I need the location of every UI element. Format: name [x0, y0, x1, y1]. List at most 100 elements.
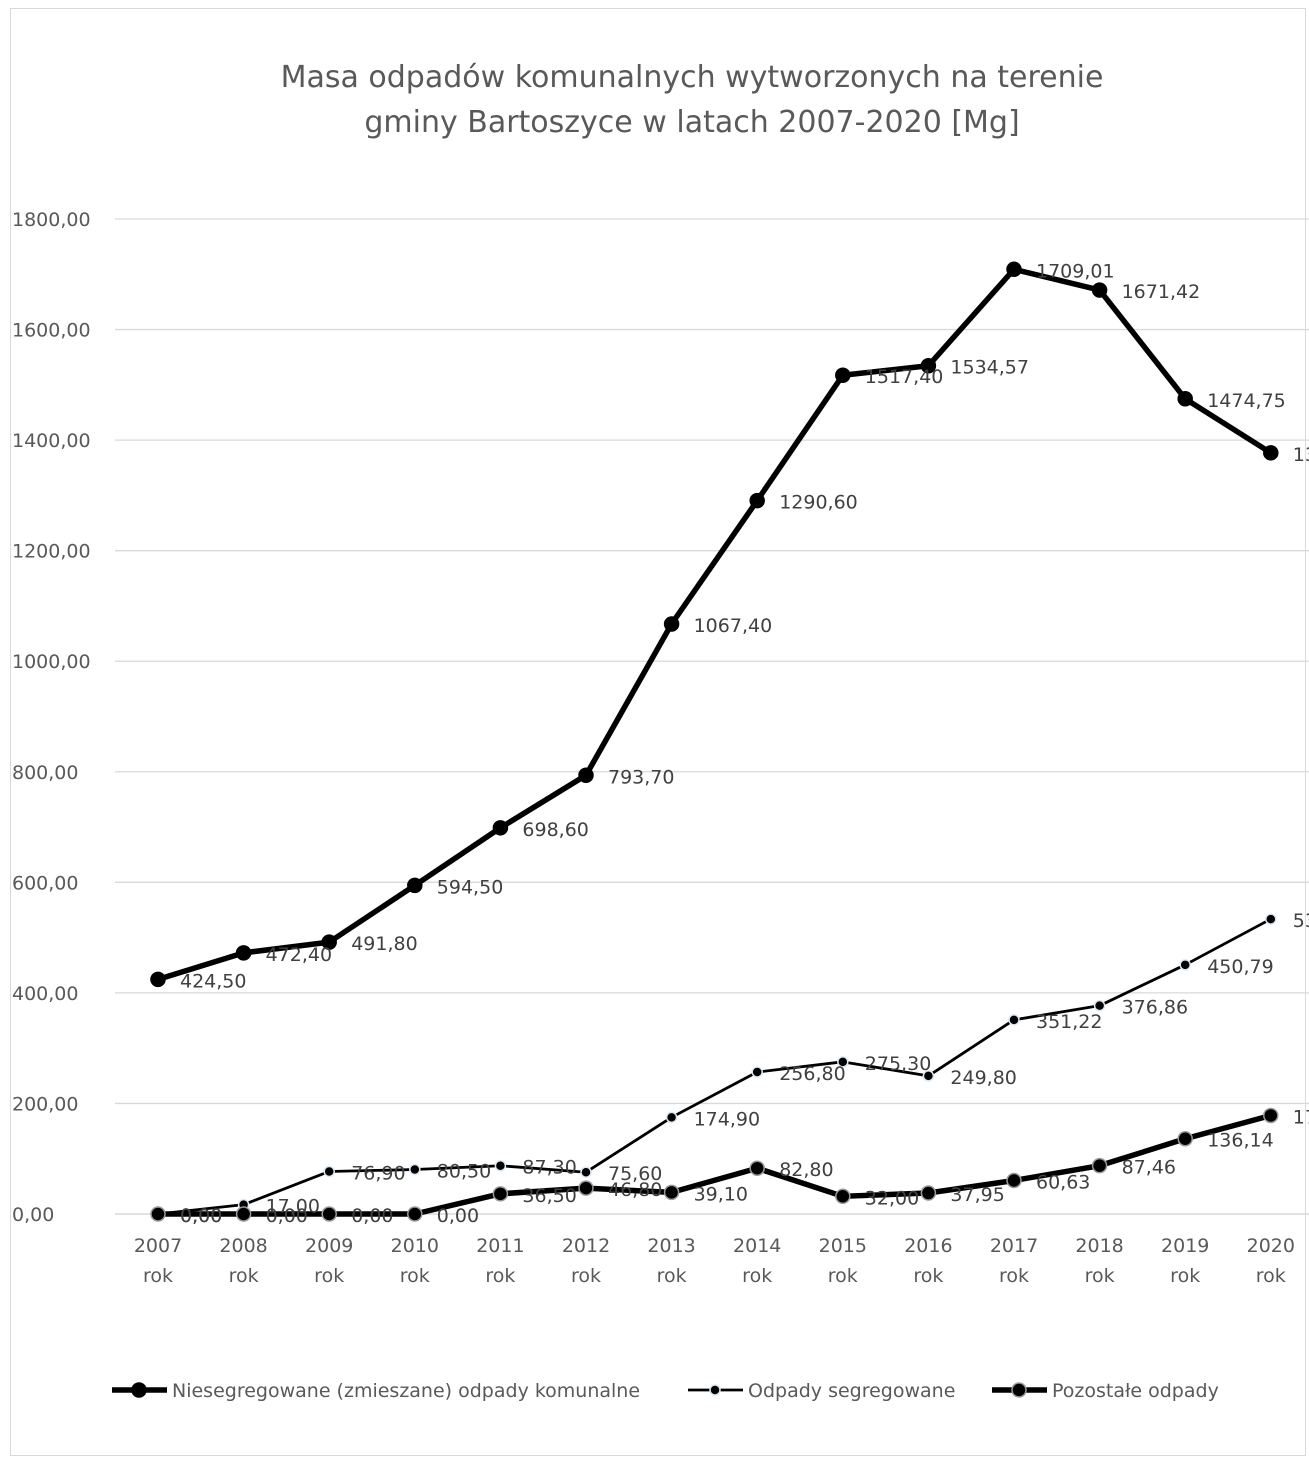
data-point — [1093, 999, 1106, 1012]
legend-swatch-marker — [131, 1382, 147, 1398]
x-tick-label-unit: rok — [913, 1265, 943, 1287]
legend-label: Niesegregowane (zmieszane) odpady komuna… — [172, 1380, 640, 1402]
data-label: 793,70 — [608, 766, 674, 788]
data-point — [1091, 1157, 1108, 1174]
data-label: 249,80 — [950, 1067, 1016, 1089]
x-tick-label-unit: rok — [229, 1265, 259, 1287]
y-tick-label: 1400,00 — [12, 430, 91, 452]
data-point — [321, 1206, 337, 1222]
series-line-2 — [156, 917, 1273, 1216]
data-label: 0,00 — [351, 1205, 393, 1227]
y-tick-label: 1600,00 — [12, 320, 91, 342]
data-label: 17,00 — [266, 1196, 320, 1218]
data-point — [150, 971, 166, 988]
x-tick-label-year: 2008 — [219, 1235, 267, 1257]
data-label: 424,50 — [180, 970, 246, 992]
data-label: 87,30 — [522, 1157, 576, 1179]
data-point — [920, 357, 937, 374]
x-tick-label-unit: rok — [657, 1265, 687, 1287]
data-point — [407, 877, 423, 894]
x-tick-label-unit: rok — [1170, 1265, 1200, 1287]
data-point — [835, 367, 851, 383]
data-point — [1006, 1172, 1022, 1189]
data-label: 136,14 — [1207, 1130, 1273, 1152]
data-point — [492, 1186, 509, 1202]
data-label: 1290,60 — [779, 492, 858, 514]
data-point — [494, 1159, 507, 1172]
data-label: 76,90 — [351, 1162, 405, 1184]
data-label: 46,80 — [608, 1179, 662, 1201]
legend-label: Pozostałe odpady — [1052, 1380, 1219, 1402]
data-label: 275,30 — [865, 1053, 931, 1075]
chart-title-line-1: Masa odpadów komunalnych wytworzonych na… — [281, 60, 1104, 95]
data-label: 80,50 — [437, 1161, 491, 1183]
legend-swatch-marker — [709, 1384, 721, 1396]
x-tick-label-year: 2014 — [733, 1235, 781, 1257]
x-tick-label-year: 2009 — [305, 1235, 353, 1257]
data-point — [323, 1165, 335, 1178]
data-label: 60,63 — [1036, 1171, 1090, 1193]
data-label: 594,50 — [437, 876, 503, 898]
x-tick-label-year: 2011 — [476, 1235, 524, 1257]
data-label: 39,10 — [694, 1183, 748, 1205]
data-label: 450,79 — [1207, 956, 1273, 978]
chart-title-line-2: gminy Bartoszyce w latach 2007-2020 [Mg] — [364, 105, 1019, 140]
data-label: 1067,40 — [694, 615, 773, 637]
data-point — [1177, 391, 1193, 407]
data-label: 376,86 — [1122, 997, 1188, 1019]
x-tick-label-unit: rok — [400, 1265, 430, 1287]
data-point — [922, 1070, 935, 1082]
data-label: 1534,57 — [950, 357, 1029, 379]
gridlines — [115, 218, 1309, 1105]
plot-area — [150, 261, 1279, 1222]
x-tick-label-unit: rok — [828, 1265, 858, 1287]
data-label: 472,40 — [266, 944, 332, 966]
data-label: 1517,40 — [865, 366, 944, 388]
data-point — [749, 1160, 765, 1176]
data-point — [1179, 959, 1191, 971]
data-point — [578, 767, 594, 784]
x-tick-label-year: 2017 — [990, 1235, 1038, 1257]
data-label: 178,24 — [1293, 1106, 1309, 1128]
data-point — [749, 492, 765, 509]
y-tick-label: 0,00 — [12, 1204, 54, 1226]
data-label: 37,95 — [950, 1184, 1004, 1206]
data-label: 174,90 — [694, 1108, 760, 1130]
legend-label: Odpady segregowane — [748, 1380, 955, 1402]
data-point — [235, 1206, 252, 1222]
data-point — [835, 1188, 851, 1205]
data-label: 491,80 — [351, 933, 417, 955]
x-tick-label-year: 2019 — [1161, 1235, 1209, 1257]
x-tick-label-year: 2015 — [819, 1235, 867, 1257]
data-point — [1006, 261, 1022, 278]
data-point — [1008, 1014, 1020, 1026]
data-label: 1474,75 — [1207, 390, 1286, 412]
y-tick-label: 1000,00 — [12, 651, 91, 673]
data-point — [578, 1180, 594, 1196]
data-point — [665, 1111, 678, 1124]
data-point — [1263, 1107, 1279, 1124]
data-label: 0,00 — [266, 1205, 308, 1227]
x-tick-label-unit: rok — [143, 1265, 173, 1287]
data-point — [580, 1166, 592, 1178]
y-tick-label: 600,00 — [12, 872, 78, 894]
data-point — [492, 820, 509, 836]
y-tick-label: 1800,00 — [12, 209, 91, 231]
y-tick-label: 400,00 — [12, 983, 78, 1005]
x-tick-label-year: 2012 — [562, 1235, 610, 1257]
x-tick-label-year: 2016 — [904, 1235, 952, 1257]
data-label: 0,00 — [437, 1205, 479, 1227]
x-tick-label-unit: rok — [571, 1265, 601, 1287]
data-point — [751, 1066, 763, 1078]
data-label: 36,50 — [522, 1185, 576, 1207]
x-tick-label-year: 2007 — [134, 1235, 182, 1257]
x-tick-label-unit: rok — [999, 1265, 1029, 1287]
data-label: 75,60 — [608, 1163, 662, 1185]
data-label: 0,00 — [180, 1205, 222, 1227]
data-point — [1091, 282, 1108, 298]
data-label: 1709,01 — [1036, 260, 1115, 282]
data-point — [321, 934, 337, 950]
series-line-1 — [155, 266, 1274, 983]
legend-swatch-marker — [1011, 1382, 1027, 1398]
